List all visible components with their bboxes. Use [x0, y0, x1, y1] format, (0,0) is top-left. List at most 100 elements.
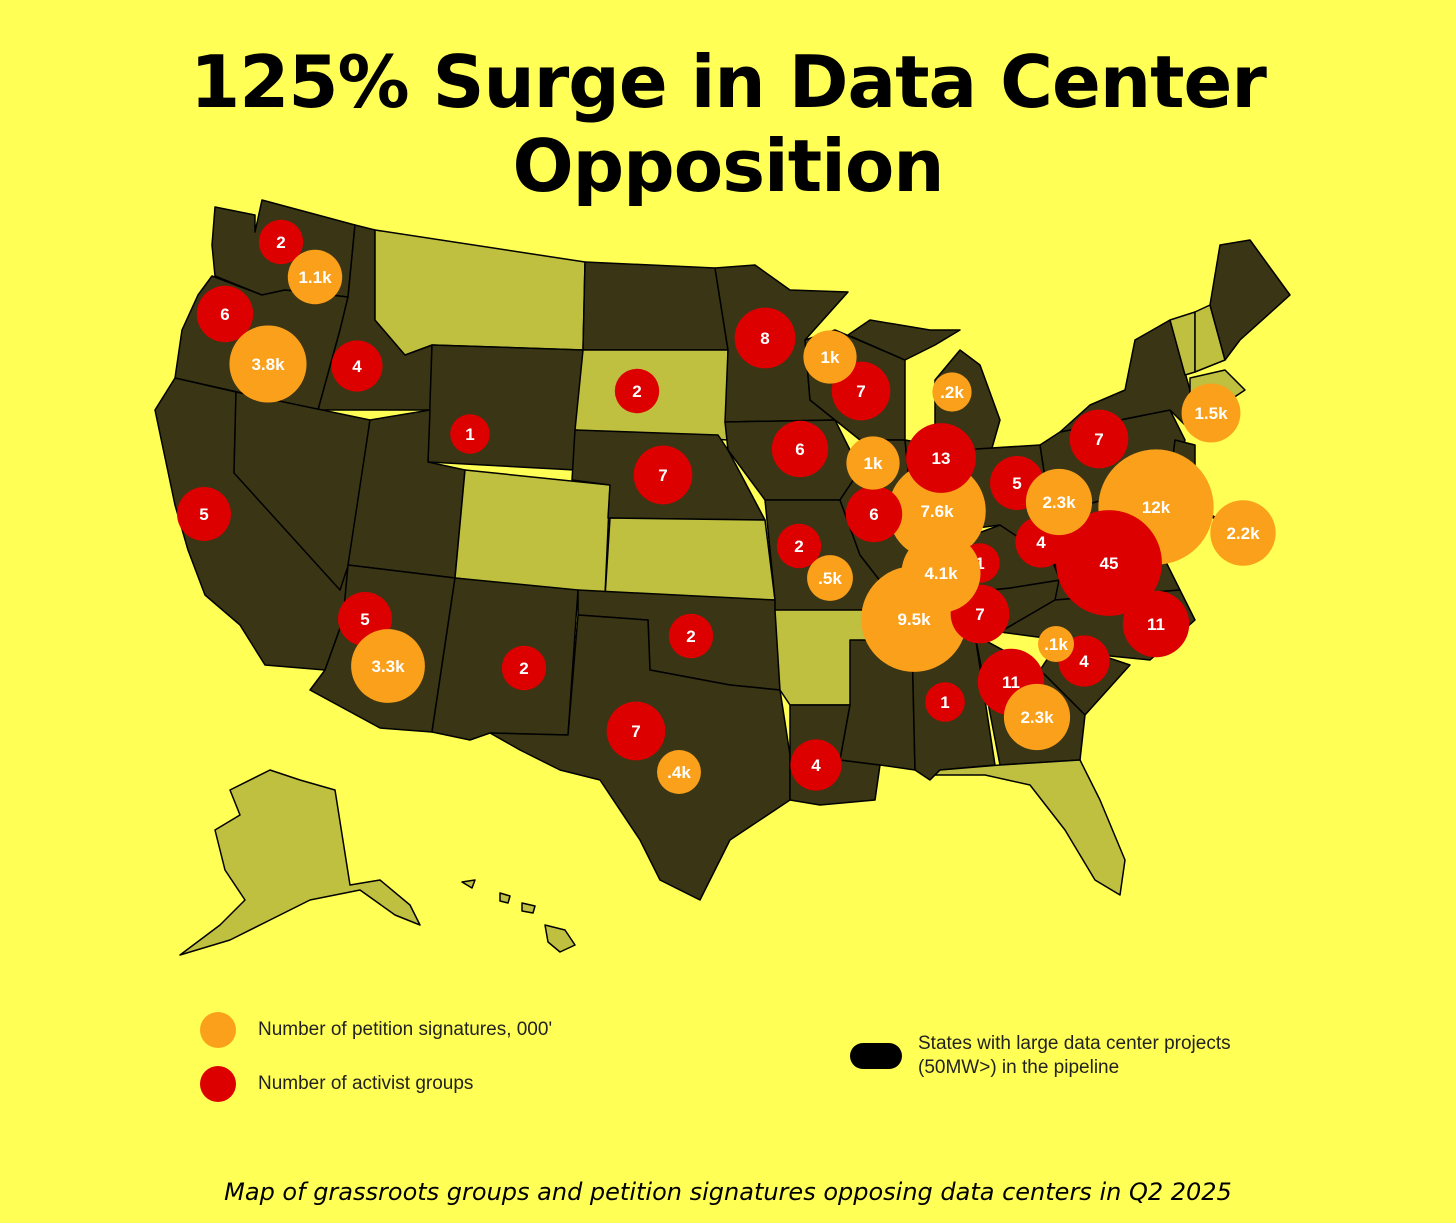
groups-circle-ia: [771, 420, 829, 478]
groups-circle-ne: [633, 445, 693, 505]
signatures-circle-wi: [803, 330, 857, 384]
state-co: [454, 469, 611, 596]
groups-bubble-va: 45: [1056, 510, 1162, 616]
groups-bubble-il: 6: [845, 485, 903, 543]
signatures-bubble-in: 7.6k: [888, 462, 986, 560]
signatures-circle-sc: [1038, 626, 1074, 662]
groups-circle-il: [845, 485, 903, 543]
signatures-circle-ga: [1003, 683, 1071, 751]
legend-groups-label: Number of activist groups: [258, 1073, 474, 1094]
signatures-circle-az: [351, 629, 425, 703]
caption: Map of grassroots groups and petition si…: [224, 1178, 1232, 1206]
groups-label-ok: 2: [686, 627, 695, 646]
groups-bubble-ca: 5: [177, 487, 231, 541]
groups-label-ne: 7: [658, 466, 667, 485]
groups-circle-wa: [258, 219, 304, 265]
state-hi-4: [461, 879, 476, 889]
groups-label-ia: 6: [795, 440, 804, 459]
groups-circle-id: [331, 340, 383, 392]
signatures-circle-ct: [1181, 383, 1241, 443]
legend-signatures-label: Number of petition signatures, 000': [258, 1019, 553, 1040]
legend-pipeline-label-line2: (50MW>) in the pipeline: [918, 1057, 1120, 1078]
signatures-bubble-sc: .1k: [1038, 626, 1074, 662]
groups-label-tn: 7: [975, 605, 984, 624]
signatures-circle-mi: [932, 372, 972, 412]
signatures-label-tx: .4k: [667, 763, 691, 782]
signatures-circle-oh: [1025, 468, 1093, 536]
groups-bubble-or: 6: [196, 285, 254, 343]
signatures-bubble-ct: 1.5k: [1181, 383, 1241, 443]
signatures-label-nj: 2.2k: [1226, 524, 1260, 543]
groups-label-pa: 7: [1094, 430, 1103, 449]
state-nv: [233, 391, 371, 591]
groups-bubble-in: 13: [906, 423, 976, 493]
signatures-bubble-tx: .4k: [657, 750, 701, 794]
groups-bubble-sd: 2: [614, 368, 660, 414]
state-mi-up: [847, 319, 961, 361]
signatures-circle-ky: [901, 533, 981, 613]
groups-label-ky: 1: [975, 554, 984, 573]
signatures-label-or: 3.8k: [251, 355, 285, 374]
state-fl: [934, 759, 1126, 896]
groups-circle-ca: [177, 487, 231, 541]
groups-label-in: 13: [932, 449, 951, 468]
signatures-label-pa: 12k: [1142, 498, 1171, 517]
signatures-bubble-oh: 2.3k: [1025, 468, 1093, 536]
legend-pipeline: States with large data center projects (…: [850, 1032, 1231, 1080]
legend-groups-dot: [200, 1066, 236, 1102]
page-title: 125% Surge in Data Center Opposition: [190, 40, 1267, 208]
signatures-label-il: 1k: [864, 454, 883, 473]
state-hi: [544, 924, 576, 953]
groups-bubble-nc: 11: [1122, 590, 1190, 658]
state-hi-3: [521, 902, 536, 914]
groups-label-oh: 5: [1012, 474, 1021, 493]
groups-label-ca: 5: [199, 505, 208, 524]
groups-circle-al: [925, 682, 965, 722]
state-me: [1209, 239, 1291, 361]
groups-label-al: 1: [940, 693, 949, 712]
groups-bubble-wy: 1: [450, 414, 490, 454]
signatures-label-mi: .2k: [940, 383, 964, 402]
signatures-bubble-mi: .2k: [932, 372, 972, 412]
groups-label-id: 4: [352, 357, 362, 376]
signatures-circle-nj: [1210, 500, 1276, 566]
signatures-circle-mo: [807, 555, 853, 601]
signatures-bubble-ga: 2.3k: [1003, 683, 1071, 751]
groups-circle-mn: [734, 307, 796, 369]
legend-groups: Number of activist groups: [200, 1066, 473, 1102]
signatures-bubble-ky: 4.1k: [901, 533, 981, 613]
groups-label-wi: 7: [856, 382, 865, 401]
groups-bubble-id: 4: [331, 340, 383, 392]
signatures-label-ga: 2.3k: [1020, 708, 1054, 727]
signatures-label-az: 3.3k: [371, 657, 405, 676]
groups-bubble-mn: 8: [734, 307, 796, 369]
signatures-circle-il: [846, 436, 900, 490]
groups-circle-in: [906, 423, 976, 493]
groups-label-sd: 2: [632, 382, 641, 401]
groups-circle-tx: [606, 701, 666, 761]
groups-label-wa: 2: [276, 233, 285, 252]
groups-circle-or: [196, 285, 254, 343]
signatures-bubble-wi: 1k: [803, 330, 857, 384]
state-wy: [427, 344, 584, 471]
groups-circle-wy: [450, 414, 490, 454]
state-mt: [374, 229, 586, 356]
groups-bubble-tx: 7: [606, 701, 666, 761]
groups-label-va: 45: [1100, 554, 1119, 573]
signatures-label-wi: 1k: [821, 348, 840, 367]
signatures-label-ky: 4.1k: [924, 564, 958, 583]
groups-bubble-nm: 2: [501, 645, 547, 691]
groups-bubble-ia: 6: [771, 420, 829, 478]
legend-signatures: Number of petition signatures, 000': [200, 1012, 552, 1048]
signatures-label-sc: .1k: [1044, 635, 1068, 654]
state-nd: [582, 261, 729, 351]
state-hi-2: [499, 892, 511, 904]
signatures-label-ct: 1.5k: [1194, 404, 1228, 423]
groups-label-mn: 8: [760, 329, 769, 348]
groups-bubble-mo: 2: [776, 523, 822, 569]
state-ks: [604, 517, 776, 601]
groups-bubble-la: 4: [790, 739, 842, 791]
bubbles-layer: 12k9.5k7.6k45131111877777666555444422222…: [177, 219, 1276, 794]
groups-label-az: 5: [360, 610, 369, 629]
